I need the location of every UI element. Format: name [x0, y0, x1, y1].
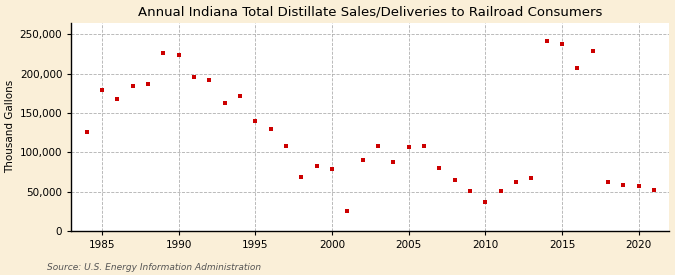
Point: [480, 200, 491, 204]
Point: [404, 145, 414, 149]
Point: [327, 167, 338, 171]
Point: [142, 82, 153, 86]
Point: [281, 144, 292, 148]
Title: Annual Indiana Total Distillate Sales/Deliveries to Railroad Consumers: Annual Indiana Total Distillate Sales/De…: [138, 6, 603, 18]
Point: [204, 78, 215, 82]
Point: [296, 175, 307, 179]
Point: [112, 97, 123, 101]
Point: [158, 51, 169, 55]
Point: [357, 158, 368, 163]
Point: [618, 183, 629, 188]
Point: [188, 75, 199, 79]
Point: [572, 66, 583, 70]
Point: [342, 209, 353, 214]
Point: [495, 189, 506, 193]
Point: [526, 176, 537, 181]
Point: [373, 144, 383, 148]
Point: [388, 160, 399, 164]
Point: [633, 184, 644, 188]
Point: [587, 49, 598, 53]
Point: [557, 42, 568, 46]
Point: [250, 119, 261, 123]
Text: Source: U.S. Energy Information Administration: Source: U.S. Energy Information Administ…: [47, 263, 261, 271]
Point: [235, 94, 246, 98]
Point: [128, 84, 138, 89]
Point: [541, 39, 552, 43]
Point: [81, 130, 92, 134]
Point: [173, 53, 184, 57]
Point: [418, 144, 429, 148]
Point: [511, 180, 522, 185]
Point: [311, 164, 322, 168]
Y-axis label: Thousand Gallons: Thousand Gallons: [5, 80, 16, 174]
Point: [464, 189, 475, 193]
Point: [219, 101, 230, 105]
Point: [450, 178, 460, 182]
Point: [434, 166, 445, 170]
Point: [649, 188, 659, 192]
Point: [97, 88, 107, 92]
Point: [603, 179, 614, 184]
Point: [265, 126, 276, 131]
